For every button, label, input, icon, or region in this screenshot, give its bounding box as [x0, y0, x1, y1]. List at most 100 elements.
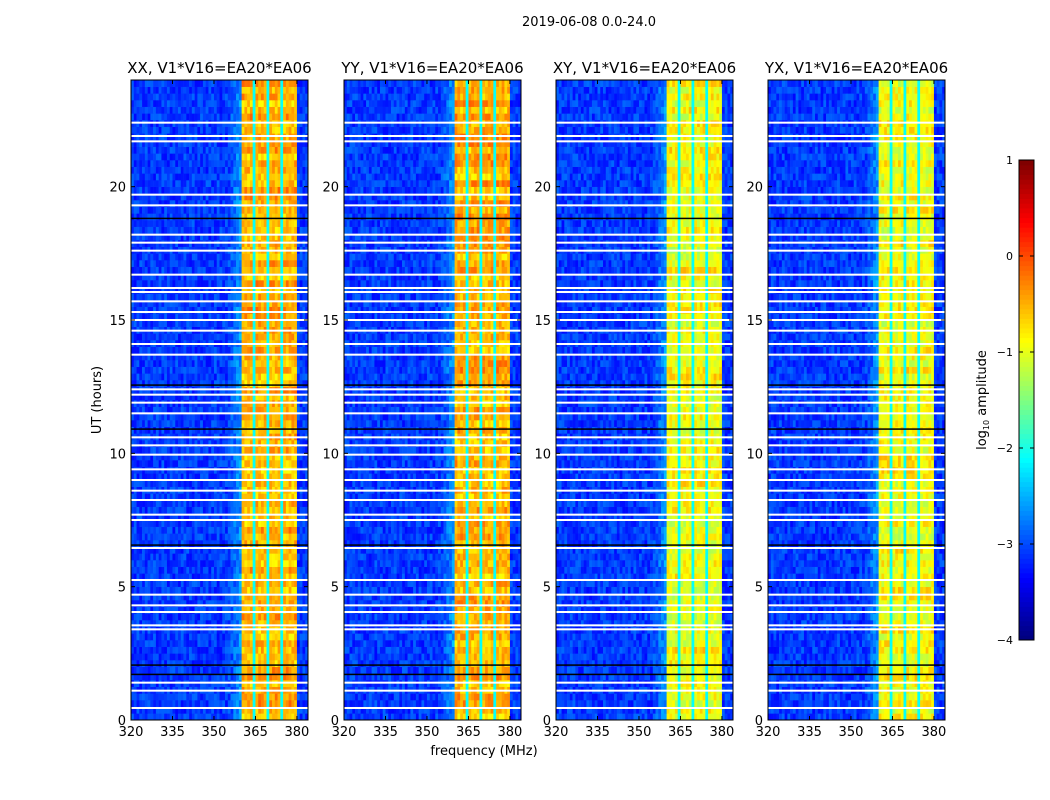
heatmap-cell — [153, 253, 157, 261]
heatmap-cell — [249, 306, 253, 314]
heatmap-cell — [260, 260, 265, 267]
heatmap-cell — [139, 286, 143, 294]
heatmap-cell — [139, 540, 143, 547]
heatmap-cell — [150, 346, 154, 354]
heatmap-cell — [191, 200, 195, 207]
heatmap-cell — [274, 560, 278, 567]
heatmap-cell — [305, 293, 309, 301]
heatmap-cell — [155, 540, 159, 547]
heatmap-cell — [219, 706, 223, 714]
heatmap-cell — [153, 600, 157, 607]
heatmap-cell — [236, 546, 240, 554]
heatmap-cell — [260, 353, 265, 361]
heatmap-cell — [216, 480, 220, 487]
heatmap-cell — [258, 620, 262, 627]
heatmap-cell — [213, 460, 218, 467]
heatmap-cell — [238, 273, 242, 281]
heatmap-cell — [133, 593, 137, 601]
heatmap-cell — [244, 526, 248, 534]
heatmap-cell — [222, 480, 226, 487]
heatmap-cell — [285, 560, 289, 567]
heatmap-cell — [139, 493, 143, 501]
heatmap-cell — [266, 633, 270, 641]
heatmap-cell — [175, 580, 179, 587]
heatmap-cell — [296, 353, 301, 361]
heatmap-cell — [186, 420, 190, 427]
heatmap-cell — [247, 640, 251, 647]
heatmap-cell — [189, 640, 193, 647]
heatmap-cell — [247, 520, 251, 527]
heatmap-cell — [191, 500, 195, 507]
heatmap-cell — [255, 620, 259, 627]
heatmap-cell — [288, 306, 292, 314]
heatmap-cell — [175, 480, 179, 487]
heatmap-cell — [202, 406, 206, 414]
heatmap-cell — [277, 500, 281, 507]
heatmap-cell — [225, 280, 229, 287]
heatmap-cell — [302, 540, 306, 547]
heatmap-cell — [136, 373, 140, 381]
heatmap-cell — [277, 306, 281, 314]
heatmap-cell — [194, 253, 198, 261]
heatmap-cell — [147, 200, 151, 207]
heatmap-cell — [136, 213, 140, 221]
heatmap-cell — [172, 580, 176, 587]
heatmap-cell — [252, 653, 256, 661]
heatmap-cell — [299, 460, 303, 467]
heatmap-cell — [164, 620, 168, 627]
heatmap-cell — [294, 553, 298, 561]
heatmap-cell — [233, 540, 237, 547]
heatmap-cell — [241, 360, 245, 367]
heatmap-cell — [144, 633, 148, 641]
heatmap-cell — [277, 373, 281, 381]
heatmap-cell — [175, 300, 179, 307]
heatmap-cell — [191, 600, 195, 607]
heatmap-cell — [172, 566, 176, 574]
heatmap-cell — [150, 646, 154, 654]
heatmap-cell — [263, 480, 267, 487]
heatmap-cell — [294, 500, 298, 507]
heatmap-cell — [219, 620, 223, 627]
heatmap-cell — [144, 586, 148, 594]
heatmap-cell — [263, 653, 267, 661]
heatmap-cell — [183, 706, 187, 714]
heatmap-cell — [208, 286, 212, 294]
heatmap-cell — [285, 566, 289, 574]
heatmap-cell — [153, 200, 157, 207]
heatmap-cell — [166, 213, 171, 221]
heatmap-cell — [236, 373, 240, 381]
heatmap-cell — [131, 513, 135, 521]
heatmap-cell — [139, 373, 143, 381]
heatmap-cell — [158, 366, 162, 374]
heatmap-cell — [205, 480, 209, 487]
heatmap-cell — [150, 306, 154, 314]
heatmap-cell — [258, 546, 262, 554]
heatmap-cell — [161, 360, 165, 367]
heatmap-cell — [227, 553, 231, 561]
heatmap-cell — [252, 533, 256, 541]
heatmap-cell — [222, 493, 226, 501]
heatmap-cell — [249, 673, 253, 681]
heatmap-cell — [175, 660, 179, 667]
heatmap-cell — [158, 460, 162, 467]
heatmap-cell — [225, 306, 229, 314]
heatmap-cell — [216, 640, 220, 647]
heatmap-cell — [272, 673, 276, 681]
heatmap-cell — [136, 546, 140, 554]
heatmap-cell — [219, 546, 223, 554]
heatmap-cell — [285, 613, 289, 621]
heatmap-cell — [263, 700, 267, 707]
heatmap-cell — [225, 713, 229, 721]
heatmap-cell — [283, 633, 287, 641]
heatmap-cell — [266, 646, 270, 654]
heatmap-cell — [144, 320, 148, 327]
heatmap-cell — [158, 333, 162, 341]
heatmap-cell — [255, 540, 259, 547]
heatmap-cell — [269, 200, 273, 207]
heatmap-cell — [158, 580, 162, 587]
heatmap-cell — [197, 533, 201, 541]
heatmap-cell — [288, 620, 292, 627]
heatmap-cell — [252, 526, 256, 534]
heatmap-cell — [296, 586, 301, 594]
heatmap-cell — [255, 213, 259, 221]
